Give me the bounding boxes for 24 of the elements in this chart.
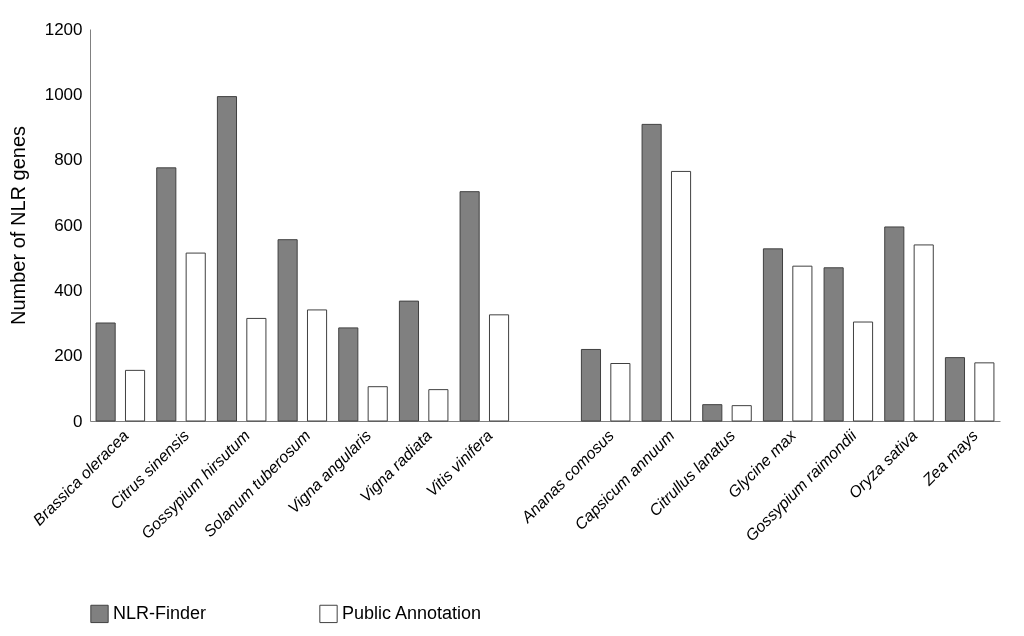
y-tick-label: 400 bbox=[54, 280, 83, 300]
bar bbox=[306, 309, 328, 422]
y-tick-label: 600 bbox=[54, 215, 83, 235]
y-tick-label: 1000 bbox=[44, 84, 83, 104]
y-tick-label: 200 bbox=[54, 346, 83, 366]
bar bbox=[246, 317, 267, 422]
bar bbox=[731, 405, 752, 422]
y-tick-label: 0 bbox=[73, 411, 83, 431]
bar bbox=[670, 170, 692, 422]
bar bbox=[367, 386, 388, 422]
bar bbox=[610, 363, 631, 422]
bar bbox=[124, 369, 146, 422]
y-tick-label: 800 bbox=[54, 150, 83, 170]
bar bbox=[852, 321, 874, 422]
bar bbox=[974, 362, 995, 422]
bar bbox=[488, 314, 510, 422]
bar bbox=[185, 252, 206, 422]
y-tick-label: 1200 bbox=[44, 19, 83, 39]
bar bbox=[913, 244, 934, 422]
y-axis-title: Number of NLR genes bbox=[6, 126, 29, 325]
legend-label: NLR-Finder bbox=[113, 602, 207, 623]
legend-label: Public Annotation bbox=[342, 602, 482, 623]
bar bbox=[792, 265, 813, 422]
bar bbox=[428, 389, 449, 422]
